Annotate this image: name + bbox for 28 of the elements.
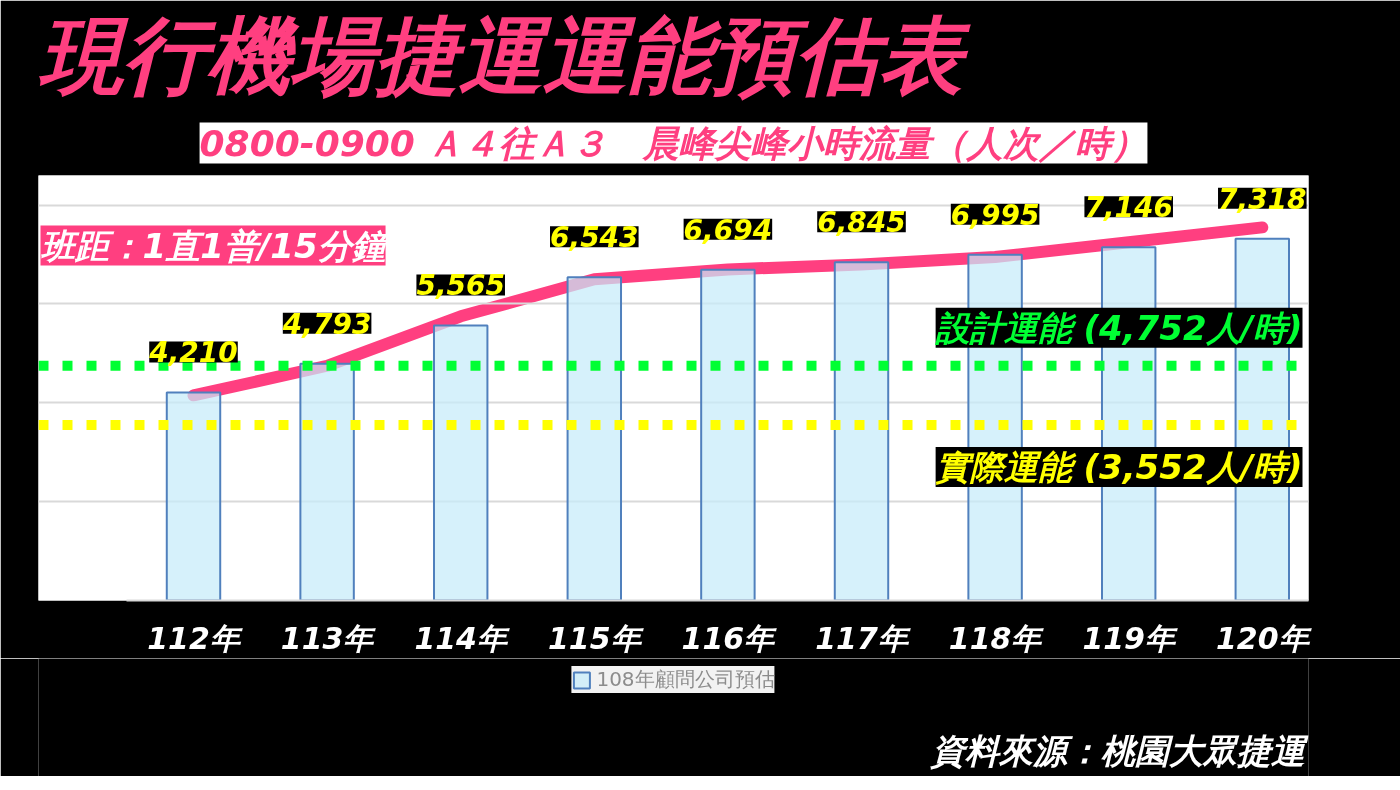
bar xyxy=(700,268,756,601)
x-tick-label: 120年 xyxy=(1215,620,1312,656)
data-label: 5,565 xyxy=(416,269,505,303)
data-label: 6,694 xyxy=(683,213,773,247)
data-label: 4,210 xyxy=(148,336,238,370)
x-tick-label: 113年 xyxy=(280,620,377,656)
bar xyxy=(299,362,355,601)
x-tick-label: 117年 xyxy=(815,620,911,656)
annotation: 班距：1直1普/15分鐘 xyxy=(39,225,391,266)
bar xyxy=(432,324,489,601)
chart-title: 現行機場捷運運能預估表 xyxy=(37,6,971,105)
ref-line-label: 實際運能 (3,552人/時) xyxy=(934,446,1303,487)
x-tick-label: 116年 xyxy=(681,620,778,656)
bar xyxy=(165,391,222,601)
x-tick-label: 115年 xyxy=(547,620,644,656)
bar xyxy=(833,261,890,601)
source-note: 資料來源：桃園大眾捷運 xyxy=(929,730,1309,771)
chart-subtitle: 0800-0900 Ａ４往Ａ３ 晨峰尖峰小時流量（人次／時） xyxy=(199,122,1148,164)
data-label: 6,995 xyxy=(950,198,1040,232)
data-label: 6,543 xyxy=(550,221,639,255)
data-label: 7,318 xyxy=(1218,182,1307,216)
x-tick-label: 112年 xyxy=(147,620,243,656)
data-label: 6,845 xyxy=(817,206,906,240)
x-tick-label: 119年 xyxy=(1082,620,1179,656)
x-tick-label: 118年 xyxy=(948,620,1045,656)
bar xyxy=(566,276,623,601)
x-tick-label: 114年 xyxy=(414,620,511,656)
data-label: 7,146 xyxy=(1084,191,1173,225)
